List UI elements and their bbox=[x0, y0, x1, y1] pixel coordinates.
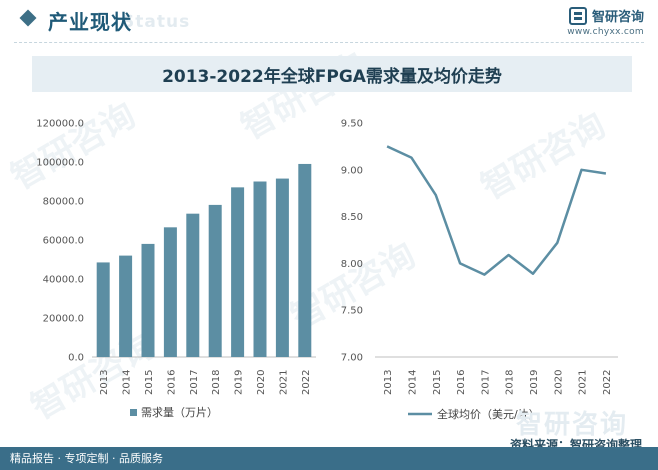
line-x-tick-label: 2013 bbox=[383, 370, 394, 395]
page-header: Status 产业现状 智研咨询 www.chyxx.com bbox=[0, 0, 658, 43]
bar bbox=[163, 227, 177, 357]
bar-x-tick-label: 2018 bbox=[211, 370, 222, 395]
bar bbox=[96, 262, 110, 357]
footer-slogan: 精品报告 · 专项定制 · 品质服务 bbox=[10, 452, 163, 465]
line-x-tick-label: 2015 bbox=[432, 370, 443, 395]
brand-logo-icon bbox=[568, 6, 587, 25]
chart-title-bar: 2013-2022年全球FPGA需求量及均价走势 bbox=[32, 56, 632, 92]
bar bbox=[253, 181, 267, 357]
brand-name: 智研咨询 bbox=[591, 10, 644, 25]
bar-x-tick-label: 2022 bbox=[301, 370, 312, 395]
bar bbox=[275, 178, 289, 357]
bar-series bbox=[96, 163, 312, 357]
footer-watermark: 智研咨询 bbox=[515, 410, 628, 440]
line-x-tick-label: 2018 bbox=[505, 370, 516, 395]
bar-x-tick-label: 2014 bbox=[122, 370, 133, 395]
bar-x-tick-label: 2016 bbox=[166, 370, 177, 395]
section-title: 产业现状 bbox=[48, 10, 132, 34]
line-x-tick-label: 2020 bbox=[553, 370, 564, 395]
line-y-tick-label: 7.00 bbox=[341, 353, 363, 364]
bar bbox=[208, 204, 222, 357]
line-x-tick-label: 2016 bbox=[456, 370, 467, 395]
bar-x-tick-label: 2015 bbox=[144, 370, 155, 395]
line-y-tick-label: 9.50 bbox=[341, 119, 363, 130]
line-x-tick-label: 2014 bbox=[407, 370, 418, 395]
bar bbox=[298, 163, 312, 357]
line-x-tick-label: 2019 bbox=[529, 370, 540, 395]
bar-y-tick-label: 0.0 bbox=[68, 353, 84, 364]
bar-x-tick-label: 2021 bbox=[278, 370, 289, 395]
header-divider bbox=[14, 42, 644, 43]
bar-x-tick-label: 2017 bbox=[189, 370, 200, 395]
line-y-tick-label: 7.50 bbox=[341, 306, 363, 317]
line-x-tick-label: 2022 bbox=[602, 370, 613, 395]
bar-legend-swatch bbox=[130, 409, 137, 416]
brand-logo: 智研咨询 www.chyxx.com bbox=[567, 6, 644, 37]
bar-y-tick-label: 80000.0 bbox=[43, 197, 84, 208]
line-x-tick-label: 2021 bbox=[578, 370, 589, 395]
section-watermark: Status bbox=[122, 12, 191, 32]
line-x-tick-label: 2017 bbox=[480, 370, 491, 395]
bar-y-tick-label: 20000.0 bbox=[43, 314, 84, 325]
bar bbox=[186, 213, 200, 357]
bar-x-tick-label: 2019 bbox=[234, 370, 245, 395]
bar-y-tick-label: 40000.0 bbox=[43, 275, 84, 286]
bar bbox=[231, 187, 245, 357]
bar-x-tick-label: 2020 bbox=[256, 370, 267, 395]
line-y-tick-label: 9.00 bbox=[341, 165, 363, 176]
line-y-tick-label: 8.50 bbox=[341, 212, 363, 223]
bar-legend-label: 需求量（万片） bbox=[141, 406, 218, 419]
bar-x-tick-label: 2013 bbox=[99, 370, 110, 395]
chart-title: 2013-2022年全球FPGA需求量及均价走势 bbox=[162, 66, 502, 87]
bar-y-tick-label: 100000.0 bbox=[36, 158, 84, 169]
footer-bar bbox=[0, 447, 658, 470]
bar bbox=[141, 243, 155, 357]
bar-y-tick-label: 120000.0 bbox=[36, 119, 84, 130]
brand-url: www.chyxx.com bbox=[567, 27, 644, 37]
bar bbox=[119, 255, 133, 357]
line-legend-label: 全球均价（美元/片） bbox=[437, 407, 540, 421]
line-y-tick-label: 8.00 bbox=[341, 259, 363, 270]
bar-y-tick-label: 60000.0 bbox=[43, 236, 84, 247]
line-series bbox=[386, 145, 607, 276]
